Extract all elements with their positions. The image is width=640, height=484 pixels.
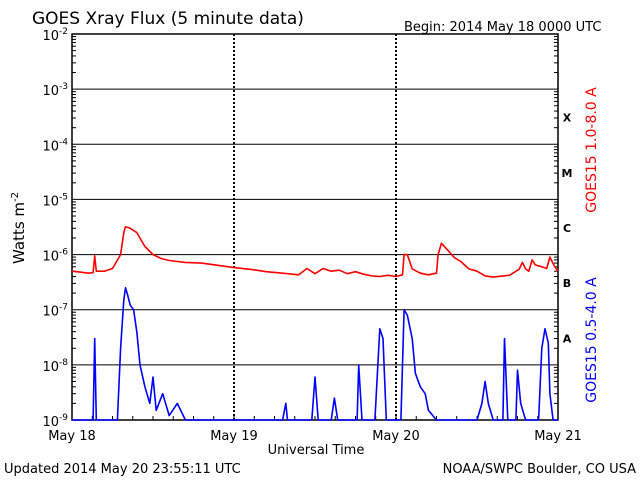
x-tick-label: May 18	[48, 429, 96, 444]
y-tick-label: 10-2	[42, 27, 68, 44]
begin-label: Begin: 2014 May 18 0000 UTC	[404, 20, 601, 35]
y-tick-label: 10-3	[42, 82, 68, 99]
flare-class-label: M	[562, 167, 573, 180]
flare-class-label: X	[563, 112, 572, 125]
y-axis-title: Watts m-2	[10, 192, 28, 264]
y-tick-label: 10-9	[42, 413, 68, 430]
updated-label: Updated 2014 May 20 23:55:11 UTC	[4, 462, 241, 477]
y-tick-label: 10-4	[42, 137, 68, 154]
x-tick-label: May 20	[372, 429, 420, 444]
y-tick-label: 10-6	[42, 248, 68, 265]
x-tick-label: May 21	[534, 429, 582, 444]
series-line-short	[72, 287, 558, 421]
y-tick-label: 10-7	[42, 303, 68, 320]
legend-long-channel: GOES15 1.0-8.0 A	[584, 87, 600, 213]
plot-frame	[71, 33, 559, 421]
flare-class-label: B	[563, 277, 571, 290]
y-tick-label: 10-5	[42, 192, 68, 209]
credit-label: NOAA/SWPC Boulder, CO USA	[443, 462, 636, 477]
x-tick-label: May 19	[210, 429, 258, 444]
y-tick-label: 10-8	[42, 358, 68, 375]
flare-class-label: C	[563, 222, 571, 235]
flare-class-label: A	[563, 332, 572, 345]
x-axis-title: Universal Time	[268, 443, 365, 458]
series-line-long	[71, 225, 559, 278]
legend-short-channel: GOES15 0.5-4.0 A	[584, 277, 600, 403]
chart-title: GOES Xray Flux (5 minute data)	[32, 9, 304, 29]
